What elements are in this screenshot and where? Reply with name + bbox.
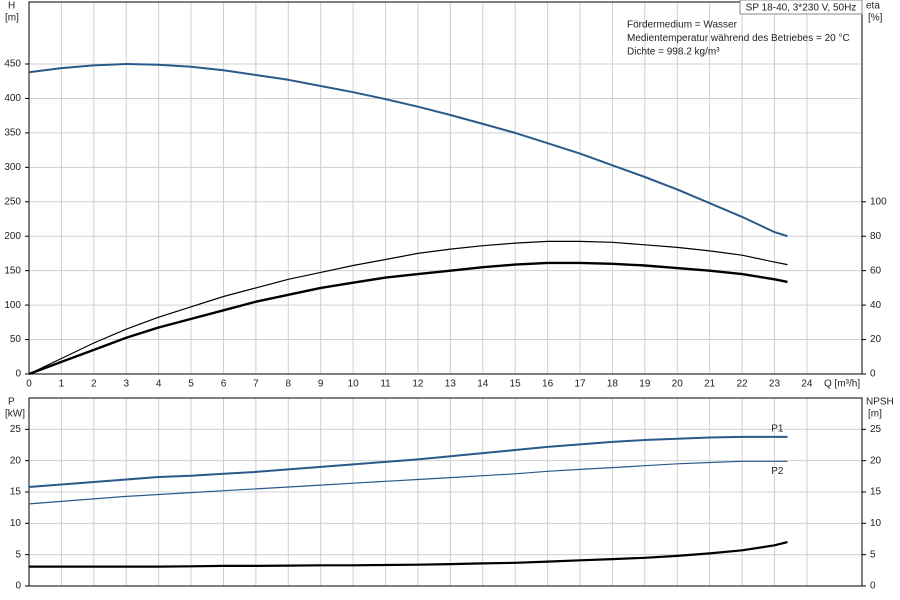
curve: [29, 541, 788, 568]
y-tick-label: 10: [10, 518, 22, 529]
y-tick-label: 250: [4, 196, 21, 207]
y-axis-unit: [m]: [5, 13, 19, 24]
y2-tick-label: 20: [870, 455, 882, 466]
y-tick-label: 25: [10, 424, 22, 435]
x-tick-label: 6: [221, 379, 227, 390]
y-tick-label: 50: [10, 334, 22, 345]
y-axis-unit: [kW]: [5, 409, 25, 420]
x-tick-label: 10: [348, 379, 360, 390]
x-tick-label: 20: [672, 379, 684, 390]
plot-frame: [28, 397, 863, 587]
curve: [28, 435, 788, 488]
curve: [28, 460, 788, 505]
y-tick-label: 0: [15, 581, 21, 592]
x-tick-label: 3: [123, 379, 129, 390]
x-tick-label: 12: [412, 379, 424, 390]
x-tick-label: 15: [510, 379, 522, 390]
x-tick-label: 14: [477, 379, 489, 390]
y-tick-label: 150: [4, 265, 21, 276]
curve: [28, 261, 788, 376]
series-label: P1: [771, 423, 784, 434]
y2-tick-label: 5: [870, 549, 876, 560]
curve: [28, 63, 788, 238]
x-tick-label: 19: [639, 379, 651, 390]
annotation: Fördermedium = Wasser: [627, 20, 738, 31]
y2-tick-label: 25: [870, 424, 882, 435]
x-tick-label: 21: [704, 379, 716, 390]
title-box: [739, 0, 863, 15]
y-tick-label: 200: [4, 231, 21, 242]
y-tick-label: 300: [4, 162, 21, 173]
y2-axis-label: eta: [866, 1, 880, 12]
y-axis-label: H: [8, 1, 15, 12]
x-axis-label: Q [m³/h]: [824, 379, 860, 390]
chart-title: SP 18-40, 3*230 V, 50Hz: [746, 3, 857, 14]
y2-tick-label: 0: [870, 581, 876, 592]
x-tick-label: 7: [253, 379, 259, 390]
y2-tick-label: 40: [870, 300, 882, 311]
y2-axis-unit: [%]: [868, 13, 883, 24]
y2-tick-label: 60: [870, 265, 882, 276]
y2-tick-label: 0: [870, 369, 876, 380]
x-tick-label: 1: [59, 379, 65, 390]
y-tick-label: 5: [15, 549, 21, 560]
x-tick-label: 16: [542, 379, 554, 390]
x-tick-label: 18: [607, 379, 619, 390]
y-tick-label: 20: [10, 455, 22, 466]
x-tick-label: 4: [156, 379, 162, 390]
annotation: Medientemperatur während des Betriebes =…: [627, 33, 850, 44]
y2-axis-unit: [m]: [868, 409, 882, 420]
x-tick-label: 0: [26, 379, 32, 390]
annotation: Dichte = 998.2 kg/m³: [627, 47, 720, 58]
y-tick-label: 0: [15, 369, 21, 380]
y-tick-label: 450: [4, 59, 21, 70]
y-tick-label: 400: [4, 93, 21, 104]
y-tick-label: 100: [4, 300, 21, 311]
x-tick-label: 17: [574, 379, 586, 390]
y2-tick-label: 15: [870, 487, 882, 498]
x-tick-label: 24: [801, 379, 813, 390]
y2-tick-label: 80: [870, 231, 882, 242]
y2-tick-label: 100: [870, 196, 887, 207]
x-tick-label: 2: [91, 379, 97, 390]
curve: [28, 240, 788, 375]
y-axis-label: P: [8, 397, 15, 408]
y-tick-label: 350: [4, 128, 21, 139]
y2-axis-label: NPSH: [866, 397, 894, 408]
y-tick-label: 15: [10, 487, 22, 498]
series-label: P2: [771, 466, 784, 477]
y2-tick-label: 10: [870, 518, 882, 529]
x-tick-label: 9: [318, 379, 324, 390]
y2-tick-label: 20: [870, 334, 882, 345]
x-tick-label: 13: [445, 379, 457, 390]
plot-frame: [28, 1, 863, 375]
x-tick-label: 11: [380, 379, 391, 390]
x-tick-label: 23: [769, 379, 781, 390]
x-tick-label: 5: [188, 379, 194, 390]
x-tick-label: 22: [737, 379, 749, 390]
x-tick-label: 8: [286, 379, 292, 390]
